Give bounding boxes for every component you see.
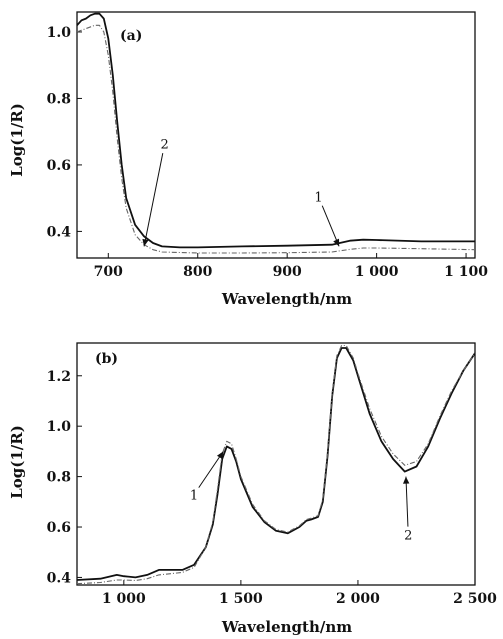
- y-axis-label-b: Log(1/R): [8, 425, 26, 499]
- chart-panel-b: 1 000 1 500 2 000 2 500 0.4 0.6 0.8 1.0 1.2 1 2 (b…: [8, 343, 497, 636]
- annotation-arrowhead-b-1: [403, 477, 409, 484]
- y-tick-label-b-2: 0.8: [47, 470, 71, 486]
- x-tick-label-b-2: 2 000: [336, 591, 380, 607]
- x-tick-label-a-1: 800: [183, 264, 212, 280]
- x-tick-label-b-3: 2 500: [453, 591, 497, 607]
- plot-area-b: 1 000 1 500 2 000 2 500 0.4 0.6 0.8 1.0 1.2 1 2: [47, 343, 498, 607]
- series-line-a-1: [77, 14, 475, 248]
- annotation-label-a-0: 2: [161, 137, 169, 152]
- plot-frame-b: [77, 343, 475, 585]
- series-line-b-2: [77, 346, 475, 584]
- y-tick-label-a-0: 0.4: [47, 224, 72, 240]
- x-tick-label-a-2: 900: [273, 264, 302, 280]
- y-tick-label-a-2: 0.8: [47, 91, 71, 107]
- annotation-arrow-a-0: [144, 153, 163, 246]
- annotation-label-a-1: 1: [314, 190, 322, 205]
- y-tick-label-b-4: 1.2: [47, 369, 71, 385]
- x-tick-label-b-1: 1 500: [219, 591, 263, 607]
- y-tick-label-b-0: 0.4: [47, 570, 72, 586]
- y-tick-label-a-1: 0.6: [47, 158, 71, 174]
- x-axis-label-b: Wavelength/nm: [221, 618, 352, 636]
- x-tick-label-b-0: 1 000: [102, 591, 146, 607]
- y-axis-label-a: Log(1/R): [8, 103, 26, 177]
- annotation-label-b-0: 1: [190, 488, 198, 503]
- panel-label-b: (b): [95, 351, 118, 367]
- annotation-arrowhead-b-0: [217, 451, 223, 459]
- series-line-b-1: [77, 348, 475, 580]
- x-tick-label-a-0: 700: [94, 264, 123, 280]
- x-tick-label-a-4: 1 100: [444, 264, 488, 280]
- x-axis-label-a: Wavelength/nm: [221, 290, 352, 308]
- y-tick-label-a-3: 1.0: [47, 25, 72, 41]
- panel-label-a: (a): [120, 28, 142, 44]
- x-tick-label-a-3: 1 000: [355, 264, 399, 280]
- y-tick-label-b-1: 0.6: [47, 520, 71, 536]
- annotation-label-b-1: 2: [404, 529, 412, 544]
- y-tick-label-b-3: 1.0: [47, 419, 72, 435]
- plot-frame-a: [77, 12, 475, 258]
- annotation-arrow-b-1: [406, 477, 408, 527]
- series-line-a-2: [77, 25, 475, 253]
